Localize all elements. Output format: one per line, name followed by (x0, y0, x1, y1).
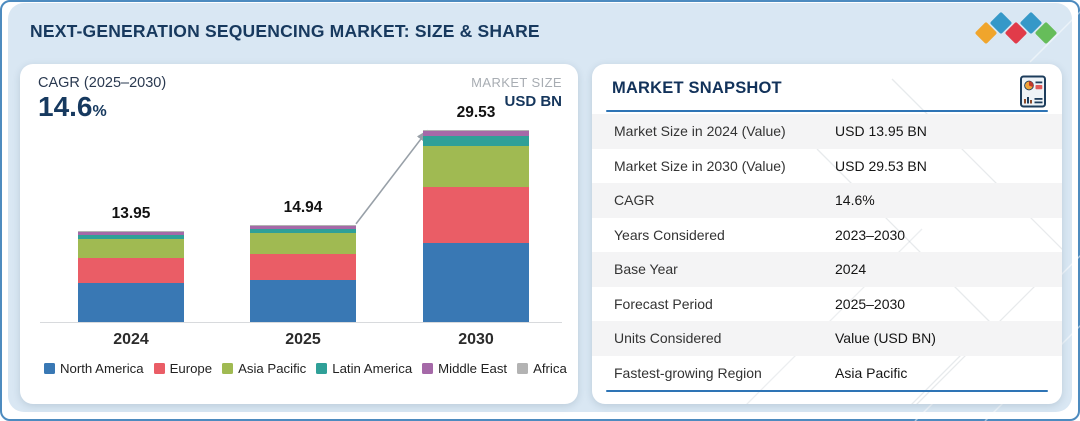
bar-2024 (78, 231, 184, 322)
legend-label-middle-east: Middle East (438, 361, 508, 376)
legend-item-latin-america: Latin America (316, 361, 412, 376)
segment-asia-pacific-2030 (423, 145, 529, 188)
bar-value-label-2024: 13.95 (111, 205, 151, 223)
row-label: Forecast Period (614, 295, 713, 312)
segment-africa-2024 (78, 231, 184, 232)
segment-middle-east-2030 (423, 130, 529, 136)
snapshot-card: MARKET SNAPSHOT Market Size in 2024 (Val… (592, 64, 1062, 404)
segment-africa-2030 (423, 130, 529, 131)
row-label: Market Size in 2030 (Value) (614, 157, 786, 174)
market-size-note: MARKET SIZE USD BN (471, 75, 562, 110)
table-row: Years Considered 2023–2030 (592, 218, 1062, 253)
segment-latin-america-2025 (250, 228, 356, 234)
chart-card: CAGR (2025–2030) 14.6% MARKET SIZE USD B… (20, 64, 578, 404)
chart-legend: North America Europe Asia Pacific Latin Ame… (44, 361, 572, 376)
segment-north-america-2025 (250, 280, 356, 322)
row-value: 14.6% (835, 192, 875, 209)
row-value: 2025–2030 (835, 295, 906, 312)
legend-swatch-africa (517, 363, 529, 374)
legend-label-north-america: North America (60, 361, 144, 376)
row-label: Base Year (614, 261, 678, 278)
segment-europe-2030 (423, 187, 529, 243)
legend-item-north-america: North America (44, 361, 144, 376)
segment-asia-pacific-2024 (78, 238, 184, 258)
row-value: Value (USD BN) (835, 330, 936, 347)
row-label: Years Considered (614, 226, 725, 243)
x-tick-2025: 2025 (285, 331, 321, 348)
legend-swatch-asia-pacific (222, 363, 234, 374)
legend-label-latin-america: Latin America (332, 361, 413, 376)
snapshot-bottom-rule (606, 390, 1048, 392)
segment-latin-america-2024 (78, 234, 184, 239)
row-label: Units Considered (614, 330, 722, 347)
snapshot-table: Market Size in 2024 (Value) USD 13.95 BN M… (592, 114, 1062, 390)
segment-latin-america-2030 (423, 135, 529, 146)
legend-item-middle-east: Middle East (422, 361, 507, 376)
segment-middle-east-2025 (250, 225, 356, 229)
table-row: Fastest-growing Region Asia Pacific (592, 356, 1062, 391)
segment-europe-2025 (250, 253, 356, 281)
bar-2030 (423, 130, 529, 322)
stacked-bar-chart: 13.95 2024 14.94 2025 29.53 2030 (20, 64, 578, 404)
x-tick-2024: 2024 (113, 331, 149, 348)
legend-swatch-middle-east (422, 363, 434, 374)
row-value: 2024 (835, 261, 867, 278)
market-size-unit: USD BN (504, 93, 562, 110)
table-row: Forecast Period 2025–2030 (592, 287, 1062, 322)
legend-swatch-north-america (44, 363, 55, 374)
page-title: NEXT-GENERATION SEQUENCING MARKET: SIZE … (30, 21, 540, 41)
row-label: CAGR (614, 192, 655, 209)
table-row: CAGR 14.6% (592, 183, 1062, 218)
table-row: Base Year 2024 (592, 252, 1062, 287)
legend-label-africa: Africa (533, 361, 567, 376)
legend-swatch-europe (153, 363, 165, 374)
brand-logo (974, 11, 1058, 46)
snapshot-title: MARKET SNAPSHOT (612, 79, 782, 97)
segment-north-america-2030 (423, 242, 529, 322)
row-value: Asia Pacific (835, 364, 908, 381)
row-value: USD 29.53 BN (835, 157, 927, 174)
cagr-block: CAGR (2025–2030) 14.6% (38, 75, 166, 127)
legend-item-asia-pacific: Asia Pacific (222, 361, 306, 376)
cagr-label: CAGR (2025–2030) (38, 75, 167, 91)
segment-africa-2025 (250, 224, 356, 226)
bar-value-label-2030: 29.53 (456, 104, 496, 122)
segment-middle-east-2024 (78, 231, 184, 235)
table-row: Market Size in 2024 (Value) USD 13.95 BN (592, 114, 1062, 149)
legend-label-europe: Europe (169, 361, 213, 376)
segment-europe-2024 (78, 258, 184, 283)
legend-item-europe: Europe (153, 361, 213, 376)
market-size-caption: MARKET SIZE (471, 75, 562, 90)
row-value: USD 13.95 BN (835, 123, 927, 140)
snapshot-top-rule (606, 110, 1048, 112)
report-icon (1020, 75, 1046, 108)
row-value: 2023–2030 (835, 226, 906, 243)
bar-2025 (250, 224, 356, 322)
cagr-number: 14.6 (38, 91, 93, 122)
table-row: Units Considered Value (USD BN) (592, 321, 1062, 356)
legend-swatch-latin-america (316, 363, 328, 374)
row-label: Fastest-growing Region (614, 364, 762, 381)
percent-sign: % (92, 103, 107, 120)
cagr-value: 14.6% (38, 92, 166, 127)
x-tick-2030: 2030 (458, 331, 494, 348)
table-row: Market Size in 2030 (Value) USD 29.53 BN (592, 149, 1062, 184)
bar-value-label-2025: 14.94 (283, 198, 323, 216)
legend-label-asia-pacific: Asia Pacific (238, 361, 307, 376)
segment-asia-pacific-2025 (250, 233, 356, 254)
row-label: Market Size in 2024 (Value) (614, 123, 786, 140)
legend-item-africa: Africa (517, 361, 567, 376)
x-axis-line (40, 322, 562, 323)
segment-north-america-2024 (78, 282, 184, 322)
